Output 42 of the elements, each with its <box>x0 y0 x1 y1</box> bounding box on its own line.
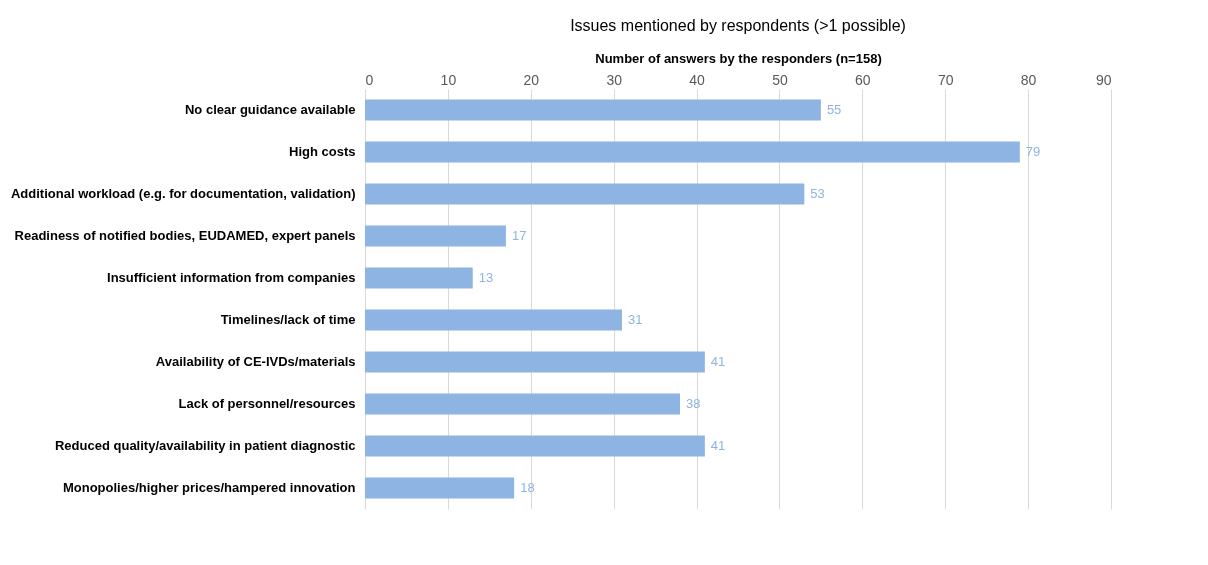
data-label: 17 <box>511 228 527 243</box>
y-tick-label: Monopolies/higher prices/hampered innovation <box>62 480 356 495</box>
data-label: 18 <box>520 480 535 495</box>
bar <box>365 183 805 205</box>
data-label: 53 <box>810 186 825 201</box>
x-tick-label: 90 <box>1095 71 1112 88</box>
x-tick-label: 30 <box>606 71 623 88</box>
data-label: 55 <box>826 102 842 117</box>
chart-title: Issues mentioned by respondents (>1 possible) <box>570 17 906 34</box>
x-tick-label: 0 <box>365 71 374 88</box>
bar <box>365 99 821 121</box>
x-tick-label: 70 <box>937 71 954 88</box>
x-tick-label: 50 <box>772 71 788 88</box>
y-tick-label: Insufficient information from companies <box>107 270 356 285</box>
y-tick-label: Lack of personnel/resources <box>178 396 356 411</box>
x-tick-label: 60 <box>855 71 871 88</box>
data-label: 41 <box>710 354 726 369</box>
y-tick-label: High costs <box>289 144 356 159</box>
bar <box>365 267 473 289</box>
bar <box>365 309 622 331</box>
data-label: 79 <box>1025 144 1041 159</box>
bar <box>365 225 506 247</box>
bar <box>365 477 515 499</box>
y-tick-label: Availability of CE-IVDs/materials <box>155 354 356 369</box>
y-tick-label: Timelines/lack of time <box>220 312 356 327</box>
x-tick-label: 10 <box>440 71 457 88</box>
y-tick-label: Readiness of notified bodies, EUDAMED, expert panels <box>14 228 356 243</box>
data-label: 13 <box>478 270 494 285</box>
y-tick-label: Additional workload (e.g. for documentation, validation) <box>10 186 356 201</box>
y-tick-label: Reduced quality/availability in patient diagnostic <box>54 438 356 453</box>
bar <box>365 435 705 457</box>
data-label: 41 <box>710 438 726 453</box>
bar <box>365 393 680 415</box>
bar <box>365 141 1020 163</box>
bar <box>365 351 705 373</box>
x-tick-label: 80 <box>1020 71 1037 88</box>
data-label: 31 <box>627 312 643 327</box>
x-tick-label: 20 <box>523 71 540 88</box>
x-axis-title: Number of answers by the responders (n=158) <box>595 50 882 66</box>
y-tick-label: No clear guidance available <box>184 102 356 117</box>
x-tick-label: 40 <box>689 71 706 88</box>
data-label: 38 <box>685 396 701 411</box>
